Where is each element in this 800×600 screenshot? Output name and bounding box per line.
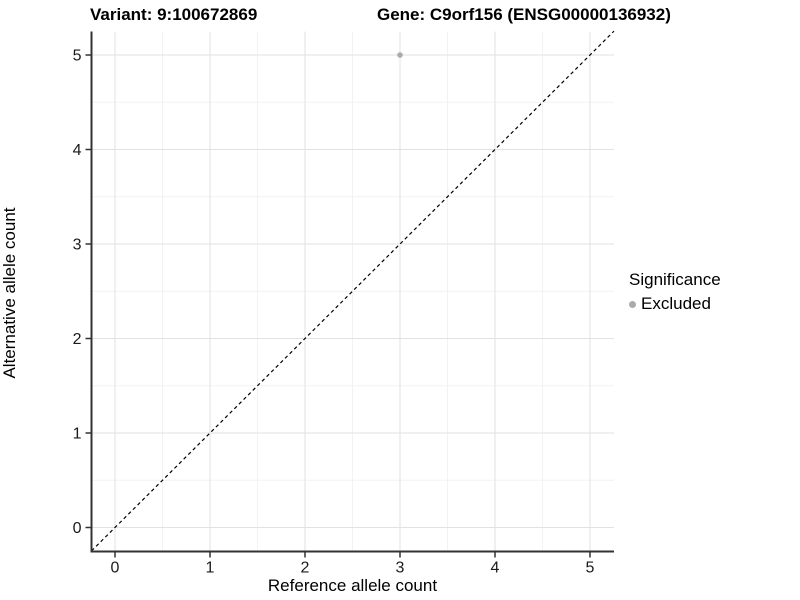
x-tick-label: 3 — [396, 560, 405, 577]
x-tick-label: 5 — [586, 560, 595, 577]
x-axis-title: Reference allele count — [267, 576, 438, 595]
major-gridlines — [91, 31, 614, 552]
legend-entry-label: Excluded — [641, 294, 711, 313]
y-tick-label: 1 — [73, 426, 82, 443]
x-tick-label: 2 — [301, 560, 310, 577]
axis-tick-labels: 0 1 2 3 4 5 0 1 2 3 4 5 — [73, 48, 595, 577]
scatter-point — [397, 52, 403, 58]
legend-entry-excluded: Excluded — [629, 294, 721, 314]
identity-line — [91, 30, 615, 552]
variant-title: Variant: 9:100672869 — [90, 5, 258, 24]
axis-tick-marks — [85, 54, 591, 558]
axis-lines — [90, 31, 614, 553]
identity-dashed-line — [91, 30, 615, 552]
gene-title: Gene: C9orf156 (ENSG00000136932) — [377, 5, 671, 24]
y-tick-label: 0 — [73, 520, 82, 537]
x-tick-label: 0 — [111, 560, 120, 577]
legend-title: Significance — [629, 270, 721, 289]
y-axis-title: Alternative allele count — [0, 207, 19, 379]
legend: Significance Excluded — [629, 270, 721, 314]
y-tick-label: 2 — [73, 331, 82, 348]
x-tick-label: 4 — [491, 560, 500, 577]
y-tick-label: 5 — [73, 48, 82, 65]
data-points — [397, 52, 403, 58]
legend-point-icon — [629, 300, 636, 308]
y-tick-label: 4 — [73, 142, 82, 159]
x-tick-label: 1 — [206, 560, 215, 577]
minor-gridlines — [91, 31, 614, 552]
y-tick-label: 3 — [73, 237, 82, 254]
